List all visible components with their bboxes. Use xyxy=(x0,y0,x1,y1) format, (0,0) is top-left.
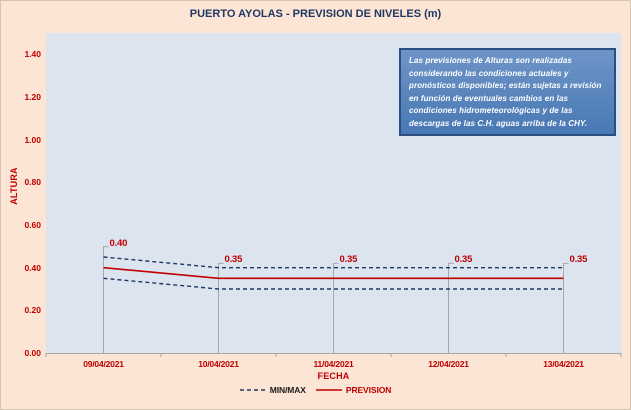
y-tick-label: 0.40 xyxy=(24,262,41,273)
x-tick-label: 11/04/2021 xyxy=(313,359,354,369)
x-tick-label: 09/04/2021 xyxy=(83,359,124,369)
label-leader-line xyxy=(448,262,454,353)
y-tick-label: 0.60 xyxy=(24,220,41,230)
note-text: Las previsiones de Alturas son realizada… xyxy=(409,56,602,128)
x-tick-label: 13/04/2021 xyxy=(543,359,584,369)
x-tick-label: 12/04/2021 xyxy=(428,359,469,369)
x-axis-title: FECHA xyxy=(317,371,350,381)
y-axis-title: ALTURA xyxy=(9,167,19,205)
label-leader-line xyxy=(333,262,339,353)
legend-label-minmax: MIN/MAX xyxy=(269,385,306,395)
label-leader-line xyxy=(218,262,224,353)
data-label: 0.35 xyxy=(454,254,473,266)
data-label: 0.40 xyxy=(109,237,128,249)
y-tick-label: 0.00 xyxy=(24,348,41,358)
series-line-forecast xyxy=(103,266,564,280)
chart-legend: MIN/MAX PREVISION xyxy=(1,383,630,397)
data-label: 0.35 xyxy=(569,254,588,266)
forecast-disclaimer-note: Las previsiones de Alturas son realizada… xyxy=(399,48,616,136)
y-tick-label: 1.20 xyxy=(24,92,41,102)
data-label: 0.35 xyxy=(224,254,243,266)
legend-item-minmax: MIN/MAX xyxy=(239,385,306,395)
legend-item-prevision: PREVISION xyxy=(315,385,392,395)
y-tick-label: 0.80 xyxy=(24,177,41,188)
chart-title: PUERTO AYOLAS - PREVISION DE NIVELES (m) xyxy=(189,8,442,20)
label-leader-line xyxy=(563,262,569,353)
label-leader-line xyxy=(103,246,109,353)
data-label: 0.35 xyxy=(339,254,358,266)
legend-label-prevision: PREVISION xyxy=(345,385,392,395)
x-tick-label: 10/04/2021 xyxy=(198,359,239,369)
y-tick-label: 1.00 xyxy=(24,134,41,145)
y-tick-label: 1.40 xyxy=(24,49,41,60)
y-tick-label: 0.20 xyxy=(24,305,41,316)
prevision-line-swatch-icon xyxy=(315,389,342,391)
minmax-line-swatch-icon xyxy=(239,389,266,391)
